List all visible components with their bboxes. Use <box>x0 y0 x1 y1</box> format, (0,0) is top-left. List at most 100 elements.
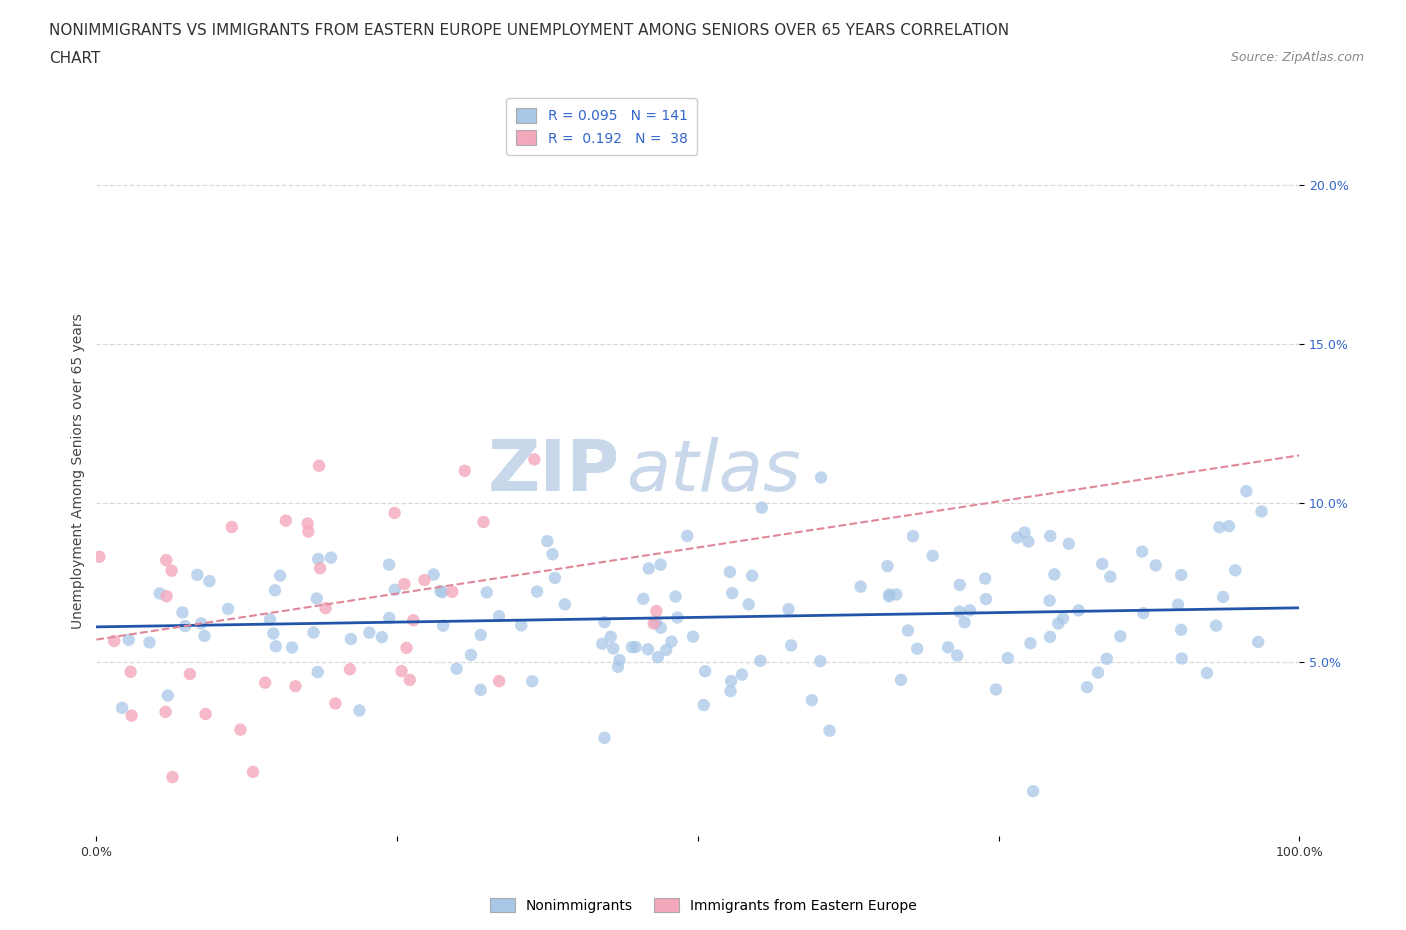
Point <box>475 585 498 600</box>
Point <box>186 567 208 582</box>
Point <box>488 608 510 623</box>
Point <box>198 574 221 589</box>
Point <box>307 665 329 680</box>
Point <box>1250 504 1272 519</box>
Point <box>1039 593 1062 608</box>
Point <box>221 520 243 535</box>
Point <box>1047 616 1070 631</box>
Point <box>1014 525 1036 540</box>
Point <box>259 612 281 627</box>
Point <box>319 551 342 565</box>
Point <box>472 514 495 529</box>
Point <box>884 587 907 602</box>
Point <box>174 618 197 633</box>
Text: ZIP: ZIP <box>488 437 620 506</box>
Point <box>1208 520 1230 535</box>
Point <box>1109 629 1132 644</box>
Point <box>650 620 672 635</box>
Point <box>1170 622 1192 637</box>
Point <box>645 604 668 618</box>
Point <box>602 641 624 656</box>
Point <box>897 623 920 638</box>
Point <box>1067 603 1090 618</box>
Point <box>1218 519 1240 534</box>
Point <box>633 591 655 606</box>
Point <box>264 583 287 598</box>
Point <box>325 696 347 711</box>
Point <box>905 642 928 657</box>
Point <box>921 549 943 564</box>
Point <box>946 648 969 663</box>
Point <box>340 631 363 646</box>
Point <box>655 643 678 658</box>
Point <box>308 458 330 473</box>
Point <box>997 651 1019 666</box>
Point <box>936 640 959 655</box>
Point <box>1087 665 1109 680</box>
Point <box>432 585 454 600</box>
Point <box>111 700 134 715</box>
Point <box>422 567 444 582</box>
Point <box>810 470 832 485</box>
Point <box>1007 530 1029 545</box>
Point <box>307 551 329 566</box>
Point <box>536 534 558 549</box>
Point <box>488 673 510 688</box>
Point <box>607 659 630 674</box>
Point <box>394 577 416 591</box>
Point <box>384 506 406 521</box>
Point <box>554 597 576 612</box>
Point <box>1039 528 1062 543</box>
Point <box>162 770 184 785</box>
Point <box>741 568 763 583</box>
Point <box>818 724 841 738</box>
Point <box>315 601 337 616</box>
Point <box>1099 569 1122 584</box>
Point <box>1212 590 1234 604</box>
Point <box>720 684 742 698</box>
Point <box>1076 680 1098 695</box>
Point <box>262 626 284 641</box>
Point <box>526 584 548 599</box>
Point <box>1091 556 1114 571</box>
Point <box>974 571 997 586</box>
Y-axis label: Unemployment Among Seniors over 65 years: Unemployment Among Seniors over 65 years <box>72 313 86 630</box>
Point <box>890 672 912 687</box>
Point <box>120 664 142 679</box>
Point <box>593 615 616 630</box>
Point <box>302 625 325 640</box>
Point <box>460 647 482 662</box>
Point <box>591 636 613 651</box>
Point <box>510 618 533 632</box>
Text: Source: ZipAtlas.com: Source: ZipAtlas.com <box>1230 51 1364 64</box>
Point <box>620 640 643 655</box>
Point <box>359 625 381 640</box>
Point <box>599 630 621 644</box>
Point <box>624 640 647 655</box>
Point <box>1022 784 1045 799</box>
Point <box>1247 634 1270 649</box>
Point <box>647 650 669 665</box>
Point <box>156 688 179 703</box>
Point <box>1095 651 1118 666</box>
Point <box>190 616 212 631</box>
Point <box>720 673 742 688</box>
Point <box>522 674 544 689</box>
Text: CHART: CHART <box>49 51 101 66</box>
Point <box>441 584 464 599</box>
Point <box>609 653 631 668</box>
Point <box>738 597 761 612</box>
Point <box>731 667 754 682</box>
Point <box>1225 563 1247 578</box>
Legend: Nonimmigrants, Immigrants from Eastern Europe: Nonimmigrants, Immigrants from Eastern E… <box>484 893 922 919</box>
Point <box>254 675 277 690</box>
Point <box>676 528 699 543</box>
Point <box>1234 484 1257 498</box>
Point <box>155 552 177 567</box>
Legend: R = 0.095   N = 141, R =  0.192   N =  38: R = 0.095 N = 141, R = 0.192 N = 38 <box>506 99 697 155</box>
Point <box>664 589 686 604</box>
Point <box>305 591 328 605</box>
Point <box>446 661 468 676</box>
Point <box>384 582 406 597</box>
Point <box>172 605 194 620</box>
